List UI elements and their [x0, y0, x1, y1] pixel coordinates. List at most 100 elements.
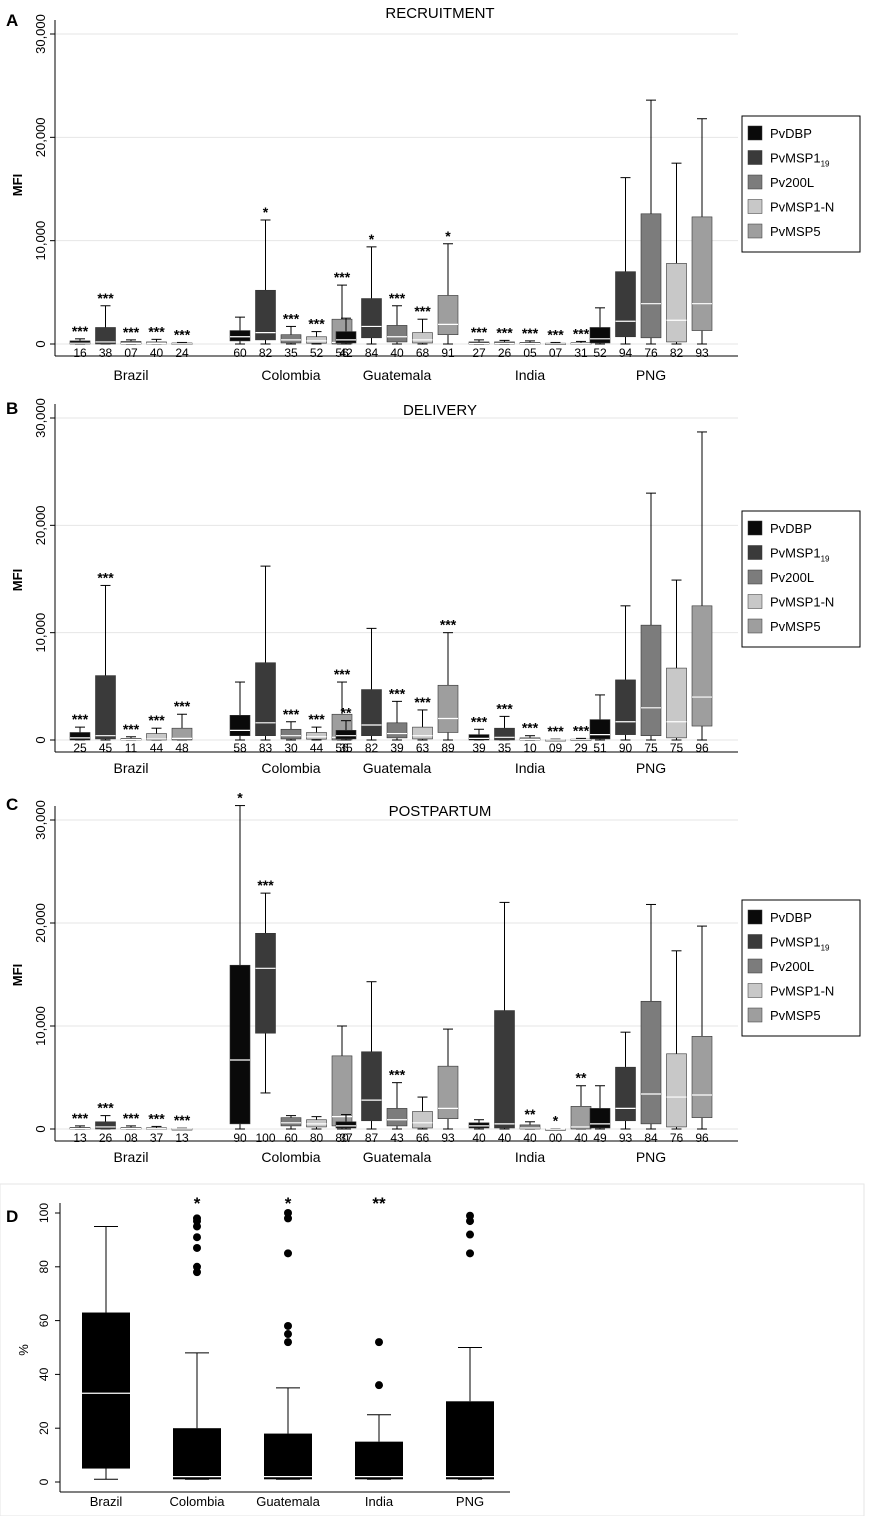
count-label: 93 — [619, 1131, 633, 1145]
category-label: Guatemala — [363, 1149, 432, 1165]
outlier-point — [284, 1321, 292, 1330]
legend-label: PvMSP5 — [770, 1008, 821, 1023]
y-axis-label: % — [16, 1344, 31, 1356]
box-brazil-pv200l: *** 07 — [120, 324, 142, 360]
box-brazil-pvmsp5: *** 48 — [171, 698, 193, 755]
box-iqr — [494, 1010, 515, 1129]
box-iqr — [120, 341, 142, 345]
count-label: 91 — [441, 346, 455, 360]
count-label: 16 — [73, 346, 87, 360]
count-label: 94 — [619, 346, 633, 360]
box-iqr — [306, 732, 327, 740]
box-iqr — [691, 216, 713, 331]
box-iqr — [255, 289, 276, 341]
count-label: 05 — [523, 346, 537, 360]
box-iqr — [171, 727, 193, 741]
count-label: 75 — [670, 741, 684, 755]
count-label: 44 — [310, 741, 324, 755]
box-iqr — [615, 1066, 636, 1122]
box-iqr — [437, 684, 459, 733]
significance-label: *** — [522, 325, 539, 341]
outlier-point — [375, 1338, 383, 1347]
count-label: 100 — [255, 1131, 275, 1145]
count-label: 80 — [335, 1131, 349, 1145]
count-label: 56 — [335, 741, 349, 755]
y-axis-label: MFI — [10, 174, 25, 196]
significance-label: *** — [308, 711, 325, 727]
box-iqr — [306, 336, 327, 344]
count-label: 58 — [233, 741, 247, 755]
y-tick-label: 30,000 — [33, 14, 48, 54]
box-colombia-pvmsp1_19: *** 100 — [255, 877, 276, 1145]
count-label: 13 — [175, 1131, 189, 1145]
box-guatemala: * — [264, 1194, 312, 1480]
box-india-pvmsp1_19: *** 35 — [494, 700, 515, 755]
significance-label: *** — [123, 721, 140, 737]
legend-swatch — [747, 174, 763, 190]
count-label: 82 — [259, 346, 273, 360]
significance-label: *** — [547, 326, 564, 342]
legend-label: Pv200L — [770, 959, 814, 974]
outlier-point — [284, 1249, 292, 1258]
panel-b: 0 10,000 20,000 30,000 B DELIVERY MFI *** 25 *** 4… — [6, 398, 861, 776]
outlier-point — [466, 1211, 474, 1220]
significance-label: *** — [496, 324, 513, 340]
count-label: 24 — [175, 346, 189, 360]
legend-label-text: PvMSP1-N — [770, 200, 834, 215]
y-tick-label: 0 — [37, 1478, 51, 1485]
box-guatemala-pvmsp5: * 91 — [437, 228, 459, 360]
count-label: 31 — [574, 346, 588, 360]
legend-label-text: PvDBP — [770, 521, 812, 536]
box-iqr — [691, 1036, 713, 1118]
count-label: 83 — [259, 741, 273, 755]
count-label: 76 — [644, 346, 658, 360]
significance-label: *** — [547, 723, 564, 739]
significance-label: *** — [334, 666, 351, 682]
legend-swatch — [747, 150, 763, 165]
y-tick-label: 10,000 — [33, 613, 48, 653]
box-iqr — [95, 675, 116, 740]
legend-swatch — [747, 958, 763, 974]
box-iqr — [386, 1108, 408, 1127]
legend-swatch — [747, 569, 763, 585]
category-label: PNG — [456, 1494, 484, 1509]
box-iqr — [280, 1117, 302, 1127]
box-brazil-pvdbp: *** 25 — [69, 711, 91, 755]
box-brazil-pvdbp: *** 16 — [69, 323, 91, 360]
legend-swatch — [747, 618, 763, 634]
y-axis-label: MFI — [10, 569, 25, 591]
box-brazil-pvmsp1_19: *** 45 — [95, 569, 116, 755]
category-label: Guatemala — [363, 367, 432, 383]
legend-label-text: PvMSP5 — [770, 224, 821, 239]
legend-label-subscript: 19 — [821, 160, 830, 169]
box-png-pvmsp1_19: 94 — [615, 177, 636, 360]
significance-label: * — [285, 1194, 292, 1213]
category-label: Colombia — [261, 1149, 320, 1165]
box-png-pvdbp: 52 — [589, 307, 611, 360]
count-label: 13 — [73, 1131, 87, 1145]
box-guatemala-pvmsp1-n: 66 — [412, 1096, 433, 1145]
outlier-point — [466, 1249, 474, 1258]
significance-label: *** — [308, 316, 325, 332]
box-india: ** — [355, 1194, 403, 1480]
y-tick-label: 20 — [37, 1421, 51, 1435]
legend-label-text: PvDBP — [770, 126, 812, 141]
legend-label: PvDBP — [770, 910, 812, 925]
box-guatemala-pvdbp: 42 — [335, 317, 357, 360]
box-iqr — [589, 1108, 611, 1129]
legend-label-text: PvMSP1 — [770, 935, 821, 950]
significance-label: * — [369, 231, 375, 247]
box-india-pv200l: *** 05 — [519, 325, 541, 360]
outlier-point — [193, 1262, 201, 1271]
count-label: 08 — [124, 1131, 138, 1145]
count-label: 39 — [390, 741, 404, 755]
box-iqr — [412, 332, 433, 344]
significance-label: *** — [334, 269, 351, 285]
count-label: 27 — [472, 346, 486, 360]
box-iqr — [361, 1051, 382, 1122]
y-tick-label: 10,000 — [33, 221, 48, 261]
panel-label: B — [6, 399, 18, 418]
box-brazil — [82, 1225, 130, 1480]
box-png-pv200l: 84 — [640, 903, 662, 1145]
